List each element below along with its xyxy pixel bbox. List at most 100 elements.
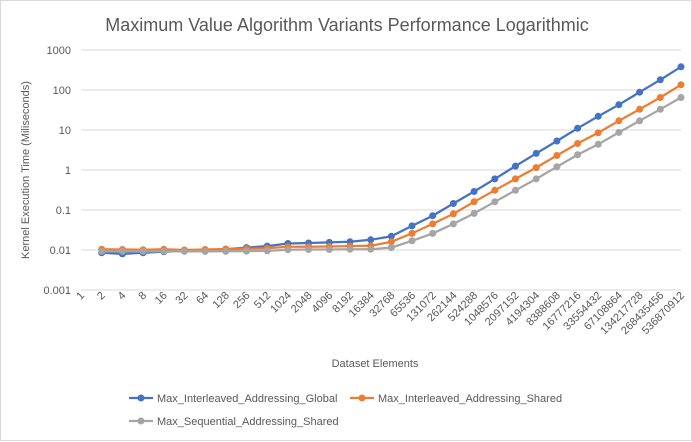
- data-point: [408, 229, 416, 237]
- x-tick-label: 64: [194, 290, 211, 307]
- y-tick-label: 1000: [47, 45, 71, 57]
- legend-label: Max_Interleaved_Addressing_Shared: [378, 393, 562, 405]
- series-1: [98, 63, 685, 258]
- data-point: [574, 140, 582, 147]
- x-tick-label: 2048: [289, 290, 315, 316]
- data-point: [615, 117, 623, 125]
- data-point: [449, 200, 457, 207]
- gridlines: [81, 49, 681, 291]
- legend-label: Max_Interleaved_Addressing_Global: [157, 393, 337, 405]
- data-point: [284, 246, 292, 254]
- data-point: [470, 209, 478, 217]
- data-point: [243, 247, 250, 255]
- data-point: [553, 163, 561, 171]
- data-point: [636, 105, 644, 113]
- data-point: [512, 162, 519, 170]
- data-point: [656, 94, 664, 101]
- data-point: [429, 220, 437, 228]
- data-point: [512, 175, 519, 183]
- x-tick-label: 256: [231, 290, 252, 311]
- data-point: [449, 220, 457, 228]
- y-axis-title: Kernel Execution Time (Miliseconds): [20, 81, 32, 259]
- data-point: [387, 232, 395, 240]
- x-tick-label: 16: [153, 290, 170, 307]
- y-tick-label: 1: [65, 165, 71, 177]
- data-point: [305, 246, 313, 253]
- y-tick-label: 0.01: [50, 245, 71, 257]
- series-3: [98, 94, 685, 255]
- data-point: [677, 81, 685, 89]
- data-point: [656, 105, 664, 113]
- x-tick-label: 128: [210, 290, 231, 311]
- data-point: [532, 149, 540, 157]
- data-point: [553, 137, 561, 145]
- data-point: [387, 238, 395, 246]
- data-point: [201, 247, 209, 255]
- y-tick-label: 10: [59, 125, 71, 137]
- legend-label: Max_Sequential_Addressing_Shared: [157, 416, 339, 428]
- data-point: [387, 244, 395, 252]
- data-point: [636, 88, 644, 96]
- data-point: [470, 188, 478, 195]
- data-point: [408, 222, 416, 230]
- x-tick-label: 1: [74, 290, 87, 303]
- legend-marker: [137, 417, 145, 425]
- data-point: [98, 247, 106, 255]
- x-axis-title: Dataset Elements: [332, 358, 419, 370]
- data-point: [449, 210, 457, 218]
- series-line: [101, 83, 682, 252]
- data-point: [118, 247, 126, 255]
- data-point: [491, 186, 499, 194]
- legend-item: Max_Interleaved_Addressing_Shared: [350, 393, 562, 405]
- data-point: [615, 128, 623, 136]
- x-tick-label: 8: [136, 290, 149, 303]
- y-tick-label: 100: [53, 85, 71, 97]
- data-point: [367, 236, 375, 244]
- data-point: [470, 198, 478, 206]
- chart-title: Maximum Value Algorithm Variants Perform…: [105, 15, 589, 35]
- x-tick-label: 2: [95, 290, 108, 303]
- series-line: [101, 96, 682, 253]
- data-point: [346, 245, 354, 253]
- data-point: [491, 198, 499, 206]
- y-axis-tick-labels: 0.001 0.01 0.1 1 10 100 1000: [43, 45, 71, 297]
- data-point: [222, 247, 230, 255]
- data-point: [677, 63, 685, 71]
- data-point: [408, 237, 416, 245]
- data-point: [491, 175, 499, 183]
- data-point: [429, 212, 437, 220]
- data-point: [180, 247, 188, 255]
- legend: Max_Interleaved_Addressing_Global Max_Int…: [129, 393, 562, 428]
- series-2: [98, 81, 685, 254]
- x-tick-label: 4096: [310, 290, 336, 316]
- y-tick-label: 0.001: [43, 285, 71, 297]
- legend-marker: [358, 394, 366, 402]
- data-point: [263, 247, 271, 255]
- data-point: [367, 245, 375, 253]
- data-point: [677, 94, 685, 101]
- x-axis-tick-labels: 1 2 4 8 16 32 64 128 256 512102420484096819216384…: [74, 290, 687, 337]
- data-point: [532, 164, 540, 172]
- data-point: [574, 124, 582, 132]
- legend-marker: [137, 394, 145, 402]
- x-tick-label: 4: [116, 290, 129, 303]
- data-point: [429, 229, 437, 237]
- data-series: [98, 63, 685, 258]
- data-point: [553, 152, 561, 159]
- series-line: [101, 65, 682, 256]
- data-point: [160, 247, 168, 255]
- data-point: [532, 175, 540, 183]
- data-point: [325, 246, 333, 253]
- data-point: [574, 151, 582, 159]
- legend-item: Max_Interleaved_Addressing_Global: [129, 393, 337, 405]
- data-point: [594, 140, 602, 148]
- data-point: [615, 101, 623, 109]
- x-tick-label: 1024: [268, 290, 294, 316]
- legend-item: Max_Sequential_Addressing_Shared: [129, 416, 339, 428]
- data-point: [594, 129, 602, 137]
- data-point: [139, 247, 147, 255]
- data-point: [636, 117, 644, 125]
- y-tick-label: 0.1: [56, 205, 71, 217]
